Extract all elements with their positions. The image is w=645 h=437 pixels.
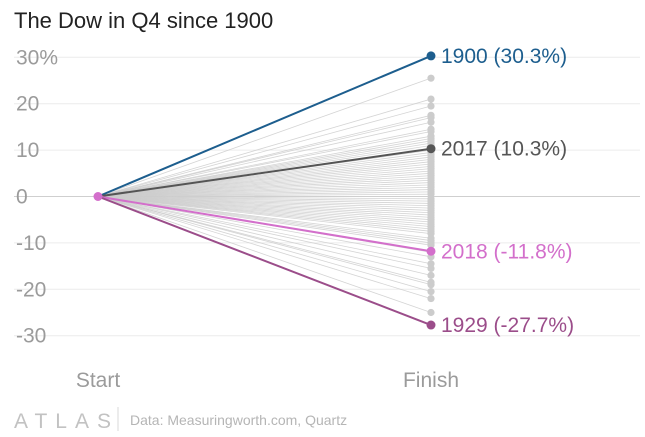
y-tick-label: 0 [16, 186, 28, 209]
series-line-2018 [97, 195, 432, 253]
series-line-1900 [97, 54, 432, 198]
background-series [97, 74, 435, 317]
y-axis-ticks: 30% 20 10 0 -10 -20 -30 [16, 46, 58, 347]
background-series-line [97, 196, 432, 313]
background-series-line [97, 196, 432, 299]
series-dot-1929 [426, 320, 436, 330]
background-series-dot [427, 118, 435, 126]
background-series-dot [427, 281, 435, 289]
series-line-2017 [97, 147, 432, 198]
y-tick-label: 30% [16, 46, 58, 69]
background-series-line [97, 196, 432, 269]
series-label-1929: 1929 (-27.7%) [441, 314, 574, 337]
background-series-line [97, 131, 432, 197]
background-series-dot [427, 271, 435, 279]
background-series-line [97, 121, 432, 197]
highlighted-series: 1900 (30.3%) 2017 (10.3%) 2018 (-11.8%) 192… [93, 45, 574, 337]
background-series-line [97, 196, 432, 235]
series-label-2018: 2018 (-11.8%) [441, 240, 573, 263]
x-axis-ticks: Start Finish [76, 369, 459, 392]
background-series-dot [427, 102, 435, 110]
series-dot-2017 [426, 144, 436, 154]
background-series-line [97, 196, 432, 286]
chart-title: The Dow in Q4 since 1900 [14, 8, 273, 33]
background-series-dot [427, 308, 435, 317]
background-series-dot [427, 241, 435, 249]
background-series-line [97, 105, 432, 197]
background-series-line [97, 117, 432, 197]
series-label-1900: 1900 (30.3%) [441, 45, 567, 68]
background-series-line [97, 196, 432, 276]
background-series-dot [427, 288, 435, 296]
series-dot-1900 [426, 51, 436, 61]
y-tick-label: 10 [16, 139, 39, 162]
background-series-dot [427, 74, 435, 82]
background-series-line [97, 196, 432, 293]
background-series-dot [427, 95, 435, 103]
y-tick-label: 20 [16, 93, 39, 116]
background-series-line [97, 196, 432, 265]
series-label-2017: 2017 (10.3%) [441, 138, 567, 161]
x-tick-label: Start [76, 369, 121, 392]
y-tick-label: -20 [16, 278, 46, 301]
start-dot [93, 192, 103, 201]
y-tick-label: -10 [16, 232, 46, 255]
series-line-1929 [97, 195, 432, 326]
atlas-logo: ATLAS [14, 410, 119, 433]
background-series-line [97, 98, 432, 197]
source-note: Data: Measuringworth.com, Quartz [130, 412, 347, 428]
background-series-line [97, 77, 432, 197]
y-tick-label: -30 [16, 325, 46, 348]
background-series-dot [427, 264, 435, 273]
series-dot-2018 [426, 246, 436, 256]
background-series-dot [427, 294, 435, 303]
background-series-line [97, 193, 432, 197]
x-tick-label: Finish [403, 369, 459, 392]
